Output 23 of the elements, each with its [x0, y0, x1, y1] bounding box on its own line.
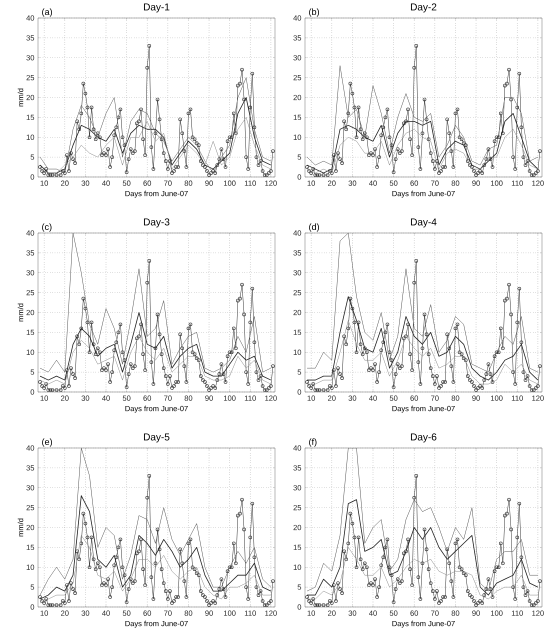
line-series: [40, 495, 272, 600]
line-series: [306, 320, 538, 384]
text: (b): [309, 8, 320, 17]
text: (c): [42, 223, 52, 232]
text: (f): [309, 438, 317, 447]
chart-title: Day-4: [410, 218, 437, 228]
line-series: [40, 117, 272, 174]
line-series: [40, 336, 272, 384]
chart-title: Day-1: [144, 4, 170, 12]
text: (a): [42, 8, 52, 17]
line-series: [40, 535, 272, 604]
line-series: [306, 113, 538, 174]
chart-title: Day-3: [144, 218, 170, 228]
line-series: [40, 312, 272, 380]
line-series: [306, 547, 538, 600]
chart-title: Day-2: [410, 3, 436, 12]
line-series: [306, 296, 538, 380]
chart-title: Day-5: [144, 434, 170, 442]
line-series: [306, 499, 538, 596]
line-series: [40, 97, 272, 174]
text: (d): [309, 223, 320, 232]
chart-title: Day-6: [410, 433, 436, 442]
text: (e): [42, 438, 52, 447]
